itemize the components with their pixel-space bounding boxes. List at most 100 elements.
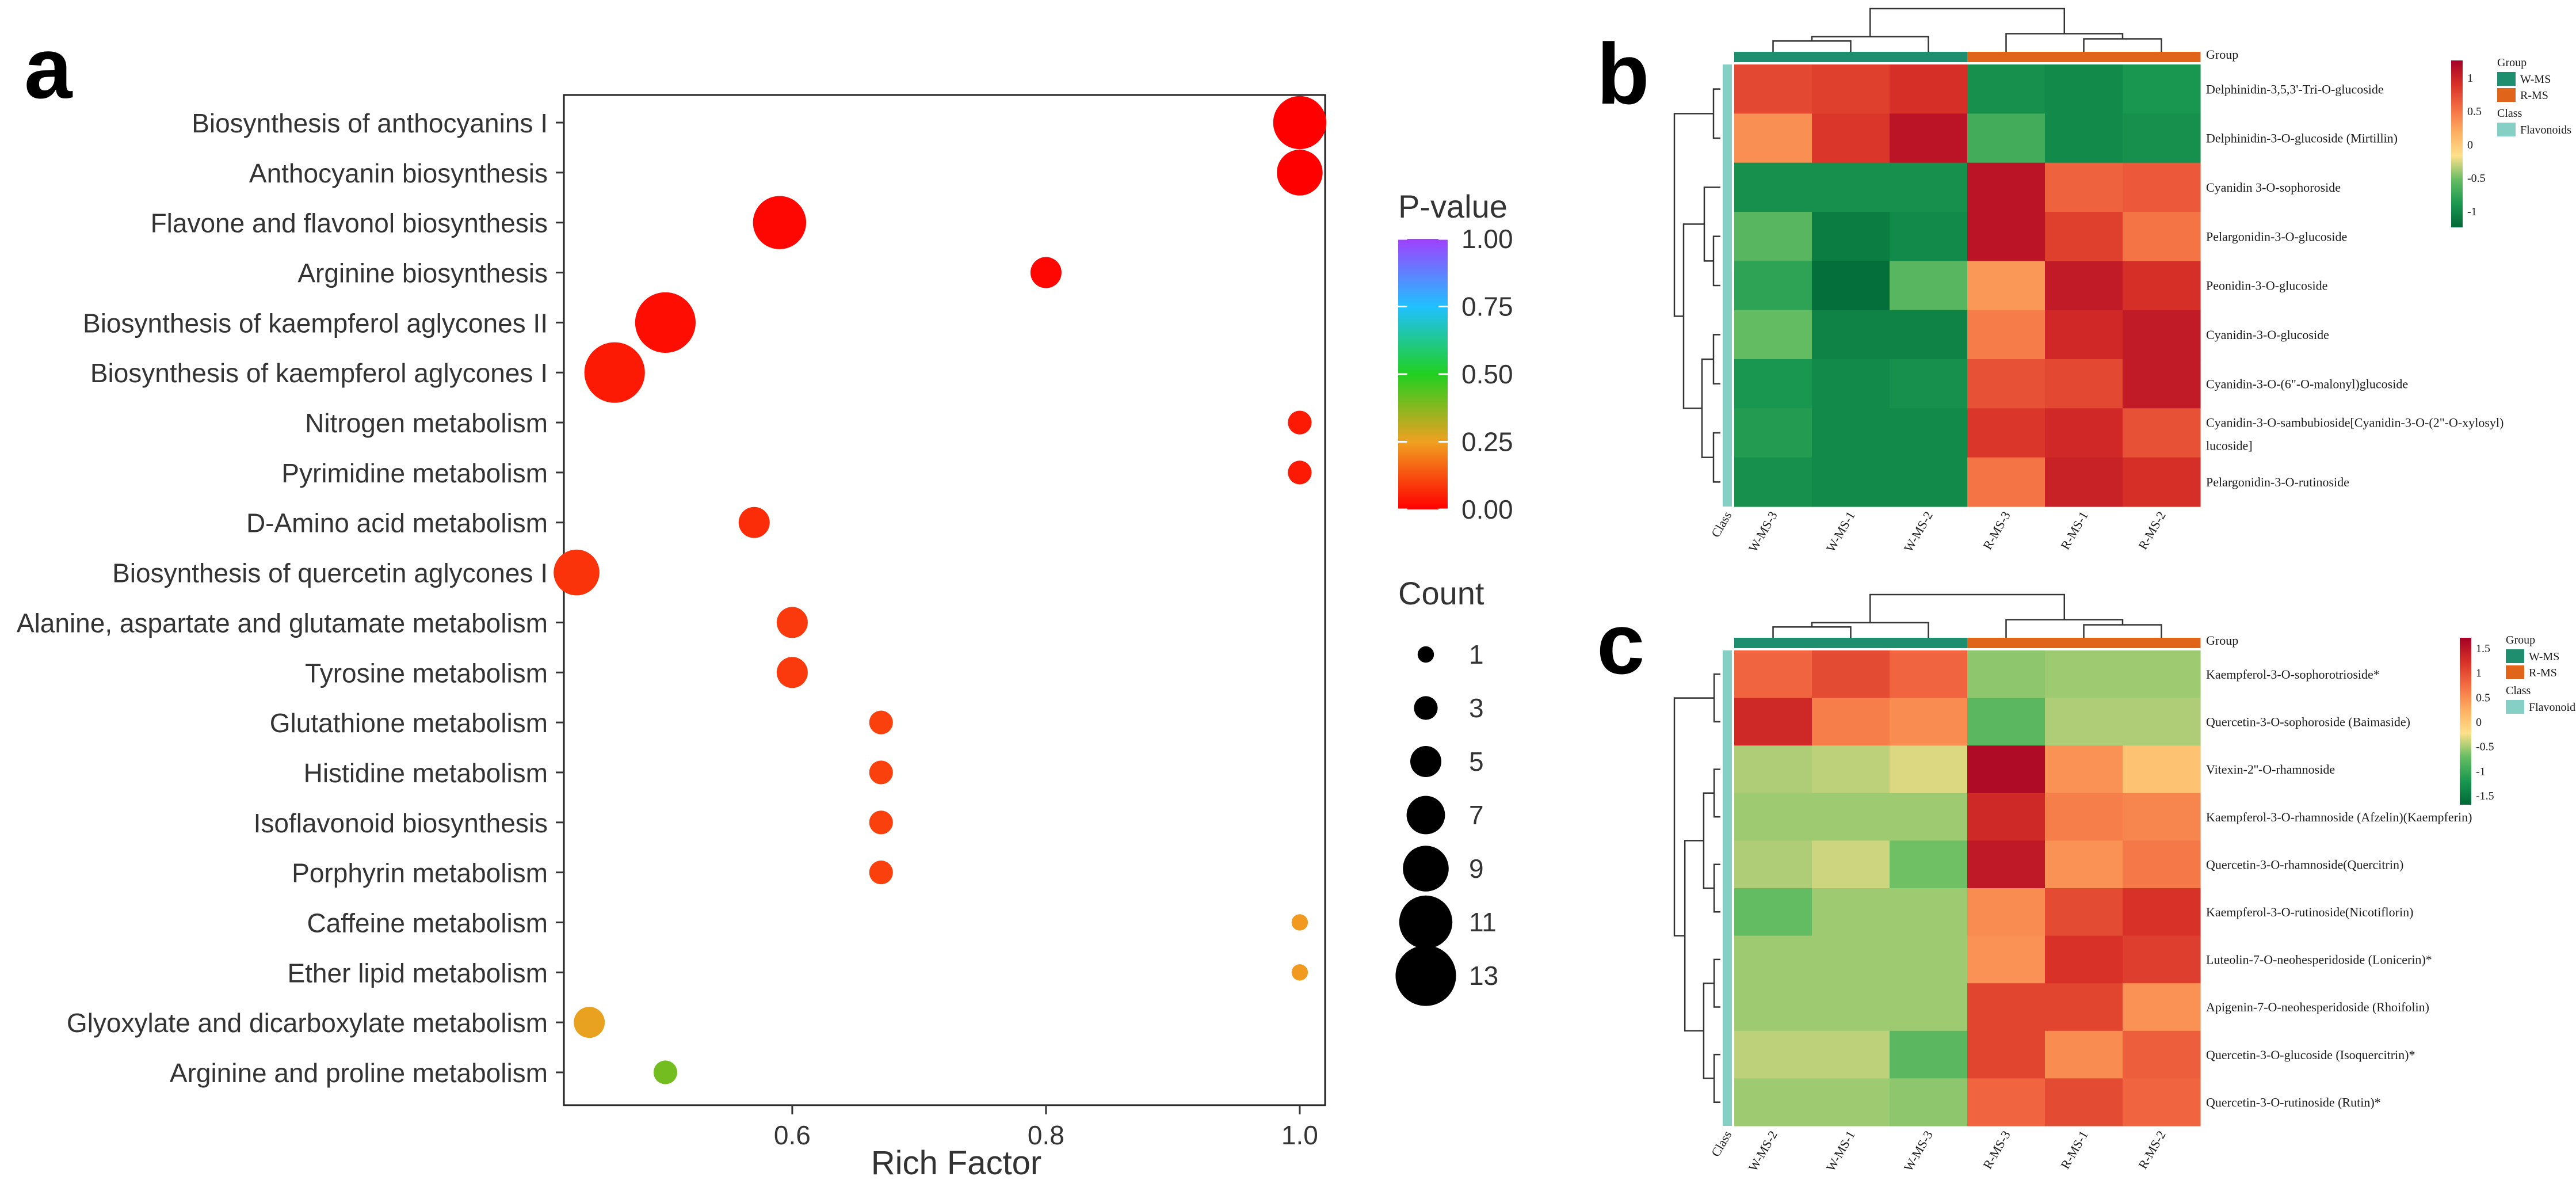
row-label-continued: lucoside]: [2206, 439, 2253, 453]
count-legend-dot: [1406, 795, 1445, 835]
scale-tick-label: -0.5: [2476, 741, 2494, 753]
row-label: Delphinidin-3-O-glucoside (Mirtillin): [2206, 131, 2398, 146]
dendrogram-link: [1713, 768, 1720, 818]
heatmap-cell: [2123, 1078, 2201, 1126]
pathway-label: Flavone and flavonol biosynthesis: [151, 208, 548, 238]
heatmap-cell: [1734, 650, 1812, 699]
dendrogram-link: [1684, 840, 1704, 1032]
group-legend-label: W-MS: [2520, 73, 2551, 86]
count-legend-label: 9: [1469, 854, 1484, 884]
count-legend-label: 5: [1469, 747, 1484, 776]
class-legend-swatch: [2506, 700, 2524, 714]
heatmap-cell: [2045, 840, 2123, 889]
dendrogram-link: [1772, 40, 1852, 52]
column-label: R-MS-1: [2058, 509, 2091, 552]
dendrogram-link: [1712, 432, 1720, 483]
heatmap-cell: [1812, 310, 1890, 360]
panel-label-b: b: [1597, 25, 1650, 122]
row-label: Cyanidin-3-O-(6"-O-malonyl)glucoside: [2206, 376, 2408, 391]
dendrogram-link: [1703, 186, 1720, 262]
dendrogram-link: [2005, 619, 2124, 638]
count-legend-label: 13: [1469, 961, 1498, 991]
heatmap-cell: [1890, 359, 1968, 409]
group-bar-cell: [1734, 638, 1812, 648]
heatmap-cell: [1734, 113, 1812, 163]
heatmap-cell: [2123, 888, 2201, 937]
heatmap-cell: [1812, 935, 1890, 984]
heatmap-cell: [1812, 212, 1890, 261]
colorbar-tick-label: 0.50: [1461, 359, 1513, 389]
heatmap-cell: [2123, 1030, 2201, 1079]
pathway-bubble: [1291, 964, 1308, 981]
row-label: Apigenin-7-O-neohesperidoside (Rhoifolin…: [2206, 1000, 2429, 1014]
dendrogram-link: [1713, 673, 1720, 723]
pathway-bubble: [869, 760, 893, 785]
group-legend-swatch: [2506, 665, 2524, 679]
heatmap-cell: [2045, 113, 2123, 163]
heatmap-cell: [2045, 1078, 2123, 1126]
dendrogram-link: [1701, 358, 1713, 458]
p-value-legend-title: P-value: [1398, 188, 1508, 224]
heatmap-cell: [1812, 983, 1890, 1031]
pathway-bubble: [738, 507, 770, 538]
group-bar-cell: [1890, 638, 1968, 648]
group-bar-cell: [1967, 52, 2045, 62]
heatmap-cell: [1734, 162, 1812, 212]
heatmap-cell: [1812, 840, 1890, 889]
dendrogram-link: [1712, 235, 1720, 287]
pathway-label: Biosynthesis of anthocyanins I: [192, 108, 548, 138]
count-legend-dot: [1395, 945, 1456, 1006]
heatmap-cell: [2045, 745, 2123, 794]
heatmap-cell: [1967, 840, 2045, 889]
heatmap-cell: [1734, 408, 1812, 458]
row-label: Quercetin-3-O-sophoroside (Baimaside): [2206, 715, 2410, 729]
heatmap-cell: [2045, 457, 2123, 507]
heatmap-cell: [2123, 650, 2201, 699]
pathway-label: Isoflavonoid biosynthesis: [254, 808, 548, 838]
group-bar-cell: [1734, 52, 1812, 62]
row-dendrogram: [1673, 88, 1720, 483]
heatmap-cell: [2123, 310, 2201, 360]
dendrogram-link: [2083, 624, 2162, 638]
class-legend-swatch: [2497, 123, 2516, 136]
heatmap-cell: [1967, 888, 2045, 937]
heatmap-cell: [1890, 935, 1968, 984]
heatmap-cell: [1812, 650, 1890, 699]
column-dendrogram: [1772, 7, 2162, 52]
pathway-label: Arginine and proline metabolism: [170, 1058, 548, 1088]
heatmap-cell: [2045, 359, 2123, 409]
heatmap-cell: [1734, 840, 1812, 889]
heatmap-cell: [1967, 162, 2045, 212]
colorbar-tick-label: 0.00: [1461, 494, 1513, 524]
row-label: Peonidin-3-O-glucoside: [2206, 279, 2327, 293]
bubbles: [554, 96, 1327, 1084]
group-bar-label: Group: [2206, 633, 2238, 648]
row-label: Pelargonidin-3-O-glucoside: [2206, 229, 2347, 243]
dendrogram-link: [1712, 334, 1720, 385]
row-label: Kaempferol-3-O-sophorotrioside*: [2206, 667, 2380, 682]
dendrogram-link: [1811, 622, 1929, 638]
pathway-label: Pyrimidine metabolism: [281, 458, 548, 488]
heatmap-cell: [1734, 1078, 1812, 1126]
row-dendrogram: [1673, 673, 1720, 1103]
heatmap-cell: [1734, 793, 1812, 841]
group-legend-title: Group: [2497, 56, 2527, 69]
group-bar-cell: [1812, 52, 1890, 62]
pathway-bubble: [1288, 460, 1312, 485]
group-legend-label: W-MS: [2529, 650, 2559, 663]
heatmap-cell: [2045, 64, 2123, 114]
panel-b-heatmap: b Group Delphinidin-3,5,3'-Tri-O-glucosid…: [1597, 7, 2571, 554]
count-legend-label: 3: [1469, 693, 1484, 723]
heatmap-cell: [1890, 113, 1968, 163]
row-label: Quercetin-3-O-rutinoside (Rutin)*: [2206, 1095, 2381, 1109]
column-label: R-MS-3: [1980, 1128, 2013, 1171]
heatmap-cell: [1967, 310, 2045, 360]
heatmap-cell: [2045, 1030, 2123, 1079]
heatmap-cell: [2123, 793, 2201, 841]
heatmap-cell: [1734, 935, 1812, 984]
heatmap-cell: [2045, 888, 2123, 937]
heatmap-cell: [1812, 793, 1890, 841]
pathway-label: Histidine metabolism: [304, 758, 548, 788]
pathway-label: Nitrogen metabolism: [305, 408, 548, 438]
scale-colorbar: [2451, 60, 2463, 227]
